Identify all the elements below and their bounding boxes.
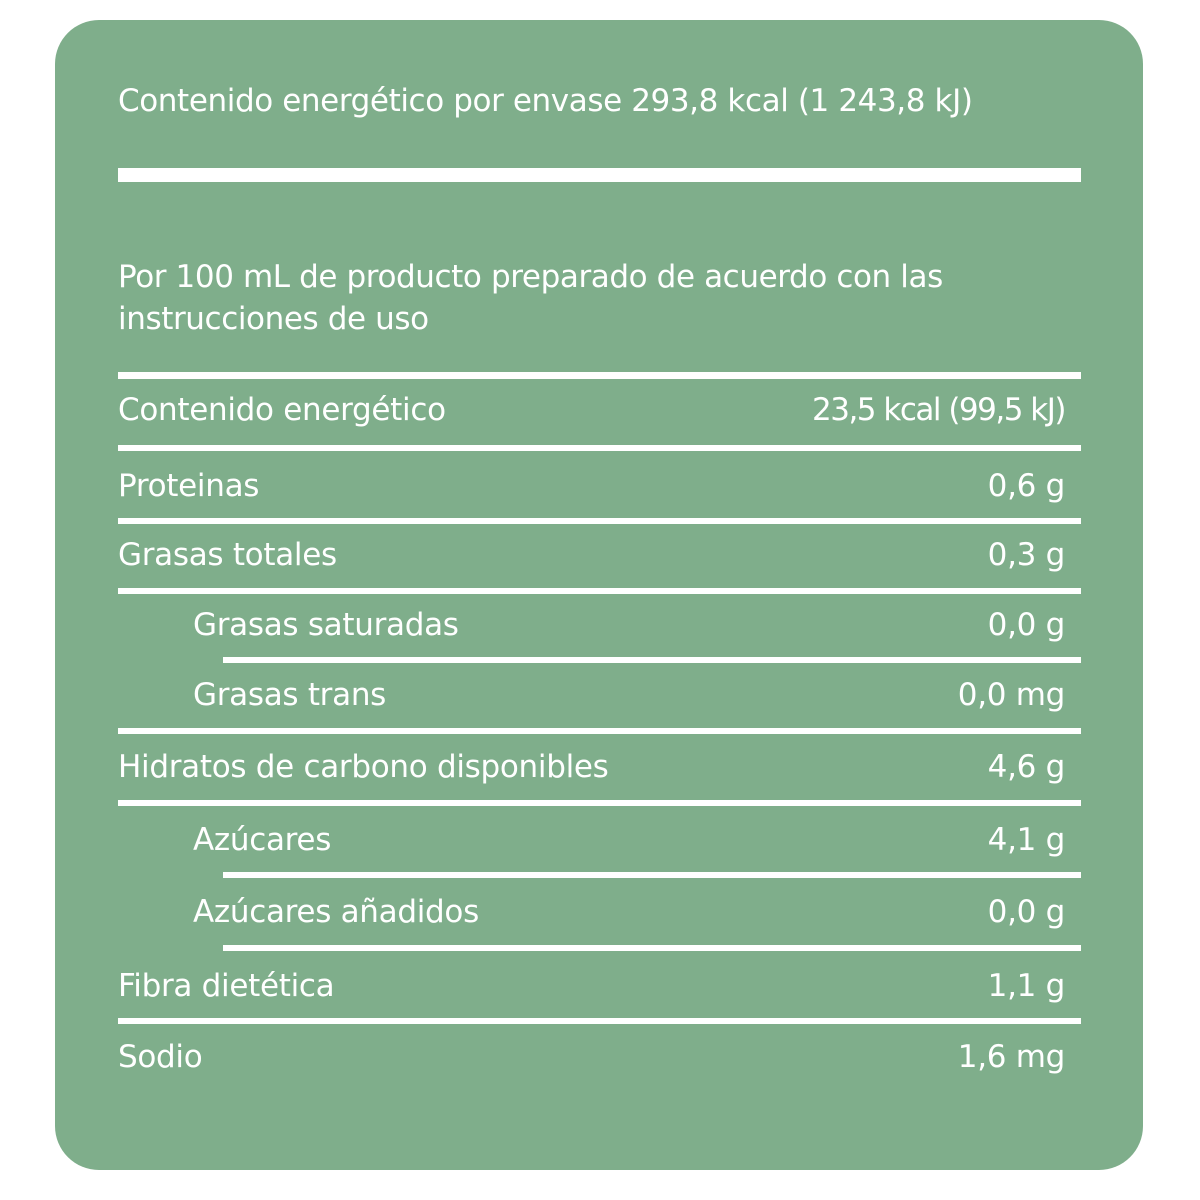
nutrient-value: 0,0 g [987,894,1066,930]
nutrient-label: Azúcares añadidos [193,894,479,930]
nutrient-row-carbohydrates: Hidratos de carbono disponibles 4,6 g [118,747,1065,787]
nutrient-row-sugars: Azúcares 4,1 g [118,820,1065,860]
nutrient-row-saturated-fat: Grasas saturadas 0,0 g [118,605,1065,645]
nutrient-label: Fibra dietética [118,968,335,1004]
nutrient-label: Azúcares [193,822,332,858]
row-divider [118,588,1081,594]
energy-per-package: Contenido energético por envase 293,8 kc… [118,83,973,119]
nutrient-value: 4,6 g [987,749,1066,785]
nutrient-label: Grasas totales [118,537,337,573]
row-divider [118,1018,1081,1024]
nutrient-row-total-fat: Grasas totales 0,3 g [118,535,1065,575]
nutrient-row-added-sugars: Azúcares añadidos 0,0 g [118,892,1065,932]
nutrient-value: 1,6 mg [957,1039,1066,1075]
nutrient-label: Grasas trans [193,677,387,713]
nutrient-row-fiber: Fibra dietética 1,1 g [118,966,1065,1006]
nutrient-value: 0,0 g [987,607,1066,643]
row-divider [223,945,1081,951]
row-divider [223,657,1081,663]
nutrient-value: 23,5 kcal (99,5 kJ) [812,392,1067,428]
table-top-divider [118,372,1081,379]
nutrient-label: Grasas saturadas [193,607,459,643]
nutrient-value: 0,0 mg [957,677,1066,713]
row-divider [118,518,1081,524]
nutrient-label: Proteinas [118,468,260,504]
row-divider [118,728,1081,734]
nutrient-label: Contenido energético [118,392,446,428]
nutrition-facts-panel: Contenido energético por envase 293,8 kc… [55,20,1143,1170]
nutrient-row-proteins: Proteinas 0,6 g [118,466,1065,506]
nutrient-label: Sodio [118,1039,203,1075]
nutrient-value: 0,6 g [987,468,1066,504]
header-divider [118,168,1081,182]
serving-description: Por 100 mL de producto preparado de acue… [118,259,943,337]
row-divider [223,872,1081,878]
row-divider [118,445,1081,451]
nutrient-row-energy: Contenido energético 23,5 kcal (99,5 kJ) [118,390,1067,430]
nutrient-value: 4,1 g [987,822,1066,858]
nutrient-row-sodium: Sodio 1,6 mg [118,1037,1065,1077]
nutrient-label: Hidratos de carbono disponibles [118,749,609,785]
nutrient-value: 0,3 g [987,537,1066,573]
nutrient-row-trans-fat: Grasas trans 0,0 mg [118,675,1065,715]
row-divider [118,800,1081,806]
nutrient-value: 1,1 g [987,968,1066,1004]
